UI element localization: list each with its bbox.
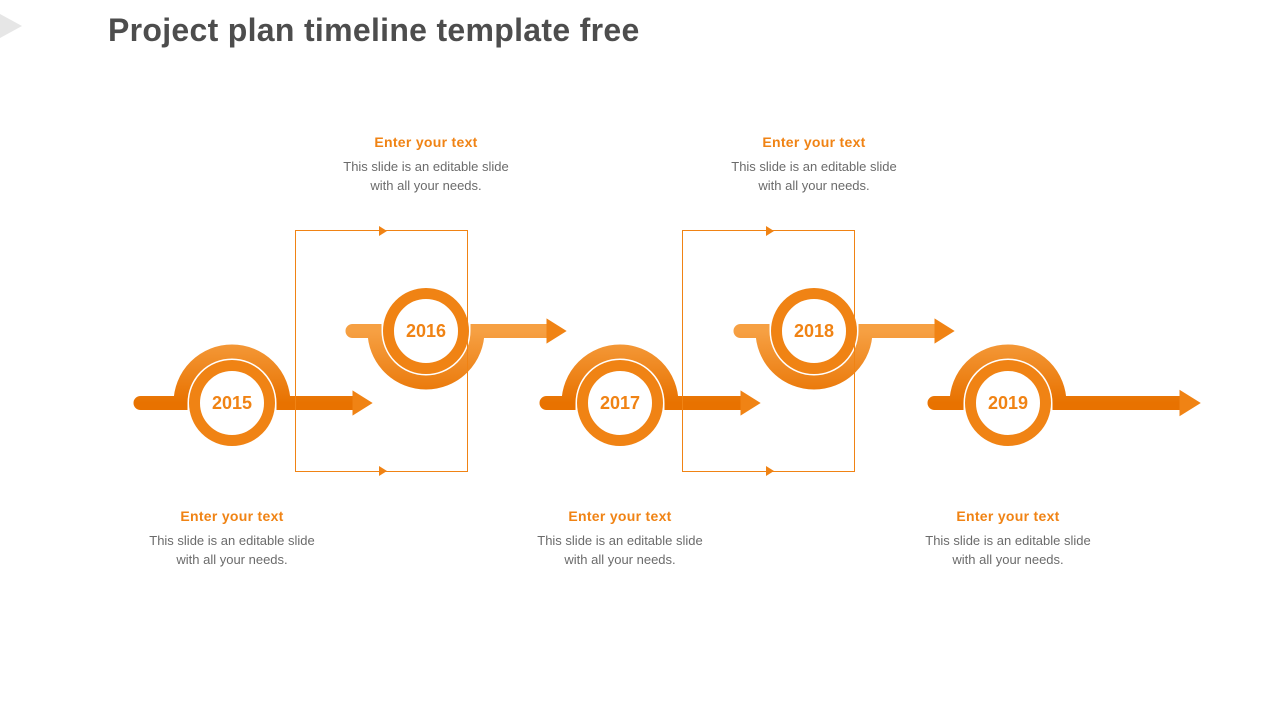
year-node-2016: 2016: [383, 288, 469, 374]
milestone-heading: Enter your text: [137, 508, 327, 524]
year-node-2017: 2017: [577, 360, 663, 446]
chevron-right-icon: [766, 466, 774, 476]
year-node-2018: 2018: [771, 288, 857, 374]
year-node-2019: 2019: [965, 360, 1051, 446]
milestone-text: Enter your text This slide is an editable…: [137, 508, 327, 570]
milestone-body: This slide is an editable slide with all…: [331, 158, 521, 196]
year-label: 2017: [600, 393, 640, 414]
year-label: 2015: [212, 393, 252, 414]
milestone-body: This slide is an editable slide with all…: [719, 158, 909, 196]
year-label: 2018: [794, 321, 834, 342]
milestone-heading: Enter your text: [525, 508, 715, 524]
milestone-heading: Enter your text: [719, 134, 909, 150]
milestone-text: Enter your text This slide is an editable…: [331, 134, 521, 196]
chevron-right-icon: [379, 466, 387, 476]
title-arrow-icon: [0, 14, 22, 38]
page-title: Project plan timeline template free: [108, 12, 640, 49]
chevron-right-icon: [379, 226, 387, 236]
timeline-stage: 2015 2016 2017 2018 2019 Enter your text This…: [0, 100, 1280, 660]
milestone-body: This slide is an editable slide with all…: [137, 532, 327, 570]
milestone-body: This slide is an editable slide with all…: [525, 532, 715, 570]
milestone-text: Enter your text This slide is an editable…: [525, 508, 715, 570]
year-node-2015: 2015: [189, 360, 275, 446]
milestone-heading: Enter your text: [331, 134, 521, 150]
year-label: 2019: [988, 393, 1028, 414]
milestone-text: Enter your text This slide is an editable…: [913, 508, 1103, 570]
milestone-text: Enter your text This slide is an editable…: [719, 134, 909, 196]
chevron-right-icon: [766, 226, 774, 236]
year-label: 2016: [406, 321, 446, 342]
milestone-heading: Enter your text: [913, 508, 1103, 524]
milestone-body: This slide is an editable slide with all…: [913, 532, 1103, 570]
